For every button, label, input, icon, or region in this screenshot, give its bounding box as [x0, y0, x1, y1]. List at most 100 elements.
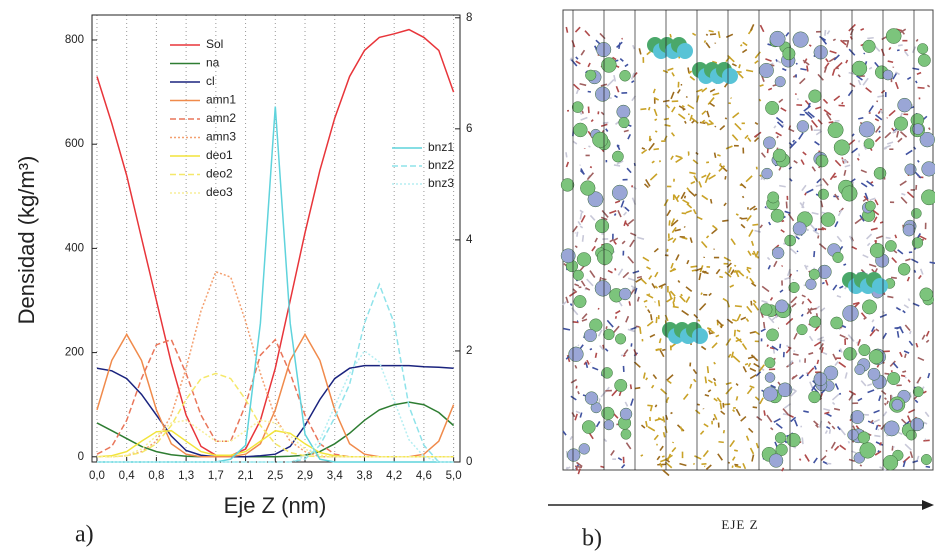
atom	[568, 346, 584, 362]
bond	[676, 88, 681, 94]
bond	[856, 75, 863, 81]
bond	[766, 414, 773, 423]
bond	[826, 30, 831, 35]
bond	[801, 437, 804, 445]
bond	[661, 348, 666, 352]
bond	[746, 266, 752, 270]
bond	[907, 298, 911, 302]
bond	[866, 180, 874, 187]
bond	[717, 154, 721, 157]
atom	[601, 57, 617, 73]
atom	[882, 455, 899, 471]
atom	[772, 148, 787, 163]
bond	[879, 109, 884, 114]
bond	[720, 410, 726, 415]
bond	[719, 275, 724, 279]
bond	[825, 449, 828, 452]
bond	[579, 225, 584, 229]
bond	[927, 372, 931, 379]
bond	[615, 85, 620, 93]
bond	[581, 318, 588, 322]
bond	[781, 467, 785, 472]
bond	[713, 361, 716, 365]
x-tick-label: 3,4	[327, 470, 344, 482]
atom	[823, 365, 839, 381]
bond	[707, 97, 715, 106]
bond	[807, 367, 815, 375]
bond	[649, 173, 658, 181]
bond	[875, 441, 884, 446]
bond	[865, 87, 872, 93]
bond	[702, 270, 709, 275]
bond	[755, 442, 759, 449]
bond	[613, 213, 617, 216]
bond	[775, 422, 783, 429]
bond	[613, 413, 619, 419]
bond	[909, 392, 912, 398]
atom	[585, 69, 597, 81]
bond	[776, 59, 782, 64]
bond	[747, 362, 752, 368]
bond	[667, 67, 674, 72]
bond	[894, 234, 898, 239]
bond	[834, 61, 843, 70]
bond	[882, 332, 888, 340]
bond	[895, 71, 900, 76]
bond	[806, 307, 813, 315]
bond	[892, 445, 895, 449]
bond	[796, 250, 799, 253]
bond	[912, 67, 920, 71]
bond	[742, 462, 747, 470]
bond	[630, 285, 635, 289]
bond	[913, 269, 917, 273]
bond	[708, 330, 712, 335]
bond	[755, 371, 762, 377]
bond	[776, 121, 784, 128]
bond	[887, 295, 894, 299]
atom	[868, 349, 884, 365]
bond	[864, 192, 869, 200]
bond	[873, 409, 880, 414]
bond	[712, 417, 715, 421]
bond	[623, 129, 629, 133]
atom	[887, 371, 901, 386]
bond	[832, 353, 837, 361]
bond	[863, 316, 867, 320]
bond	[917, 356, 925, 362]
bond	[859, 464, 863, 467]
bond	[713, 397, 718, 402]
bond	[914, 399, 919, 404]
bond	[614, 94, 618, 99]
bond	[753, 207, 758, 211]
bond	[669, 268, 677, 273]
bond	[802, 151, 807, 156]
atom	[858, 344, 871, 357]
bond	[701, 194, 709, 201]
bond	[845, 40, 850, 48]
atom	[792, 31, 809, 48]
bond	[744, 134, 749, 140]
bond	[735, 396, 739, 401]
bond	[822, 351, 828, 356]
bond	[585, 362, 589, 369]
bond	[650, 314, 653, 321]
bond	[703, 40, 707, 43]
bond	[687, 67, 690, 74]
bond	[795, 62, 798, 65]
atom	[767, 191, 780, 204]
atom	[771, 246, 785, 260]
bond	[870, 227, 878, 231]
bond	[648, 275, 653, 280]
bond	[712, 377, 717, 382]
bond	[696, 403, 700, 406]
bond	[612, 237, 619, 242]
bond	[868, 66, 873, 70]
bond	[862, 254, 869, 259]
bond	[579, 412, 583, 418]
atom	[911, 208, 922, 219]
bond	[785, 201, 788, 209]
bond	[868, 263, 877, 268]
y2-tick-label: 4	[466, 234, 473, 246]
bond	[585, 287, 591, 291]
bond	[741, 195, 745, 199]
